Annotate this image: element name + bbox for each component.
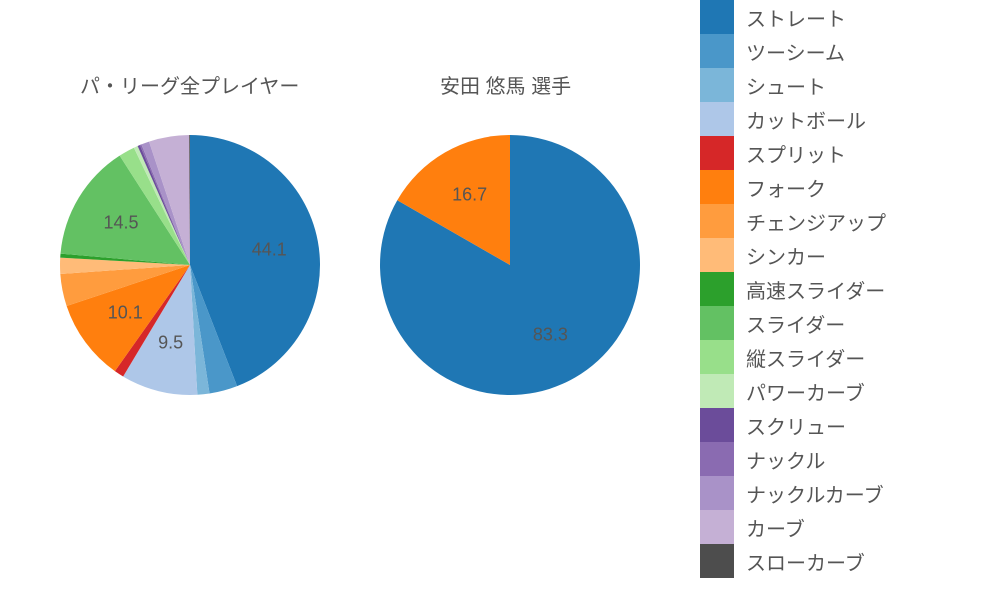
legend-swatch bbox=[700, 510, 734, 544]
legend-swatch bbox=[700, 408, 734, 442]
legend-item: カーブ bbox=[700, 510, 1000, 544]
legend-swatch bbox=[700, 272, 734, 306]
legend-swatch bbox=[700, 136, 734, 170]
legend-swatch bbox=[700, 442, 734, 476]
legend-item: パワーカーブ bbox=[700, 374, 1000, 408]
legend-item: チェンジアップ bbox=[700, 204, 1000, 238]
legend-label: シンカー bbox=[746, 241, 826, 270]
legend-swatch bbox=[700, 476, 734, 510]
legend-label: カーブ bbox=[746, 513, 805, 542]
legend-label: 縦スライダー bbox=[746, 343, 865, 372]
legend-swatch bbox=[700, 238, 734, 272]
legend-label: チェンジアップ bbox=[746, 207, 886, 236]
legend-label: パワーカーブ bbox=[746, 377, 865, 406]
legend-swatch bbox=[700, 68, 734, 102]
legend-swatch bbox=[700, 204, 734, 238]
legend-item: ナックルカーブ bbox=[700, 476, 1000, 510]
legend-label: カットボール bbox=[746, 105, 866, 134]
legend-item: スローカーブ bbox=[700, 544, 1000, 578]
legend-item: スライダー bbox=[700, 306, 1000, 340]
legend-item: 高速スライダー bbox=[700, 272, 1000, 306]
legend-label: 高速スライダー bbox=[746, 275, 885, 304]
legend-swatch bbox=[700, 102, 734, 136]
legend-swatch bbox=[700, 306, 734, 340]
legend-item: スクリュー bbox=[700, 408, 1000, 442]
legend-swatch bbox=[700, 34, 734, 68]
legend: ストレートツーシームシュートカットボールスプリットフォークチェンジアップシンカー… bbox=[700, 0, 1000, 578]
legend-item: シンカー bbox=[700, 238, 1000, 272]
legend-label: スライダー bbox=[746, 309, 845, 338]
legend-swatch bbox=[700, 0, 734, 34]
legend-label: フォーク bbox=[746, 173, 826, 202]
legend-item: シュート bbox=[700, 68, 1000, 102]
legend-item: フォーク bbox=[700, 170, 1000, 204]
legend-label: ナックルカーブ bbox=[746, 479, 884, 508]
legend-item: ツーシーム bbox=[700, 34, 1000, 68]
legend-swatch bbox=[700, 340, 734, 374]
legend-swatch bbox=[700, 544, 734, 578]
legend-item: カットボール bbox=[700, 102, 1000, 136]
legend-label: ツーシーム bbox=[746, 37, 845, 66]
legend-item: スプリット bbox=[700, 136, 1000, 170]
legend-label: スローカーブ bbox=[746, 547, 865, 576]
legend-swatch bbox=[700, 374, 734, 408]
legend-label: スプリット bbox=[746, 139, 846, 168]
legend-label: ストレート bbox=[746, 3, 846, 32]
legend-item: ストレート bbox=[700, 0, 1000, 34]
legend-swatch bbox=[700, 170, 734, 204]
legend-label: シュート bbox=[746, 71, 826, 100]
figure-root: パ・リーグ全プレイヤー 安田 悠馬 選手 44.19.510.114.583.3… bbox=[0, 0, 1000, 600]
legend-label: ナックル bbox=[746, 445, 825, 474]
legend-label: スクリュー bbox=[746, 411, 846, 440]
legend-item: 縦スライダー bbox=[700, 340, 1000, 374]
legend-item: ナックル bbox=[700, 442, 1000, 476]
